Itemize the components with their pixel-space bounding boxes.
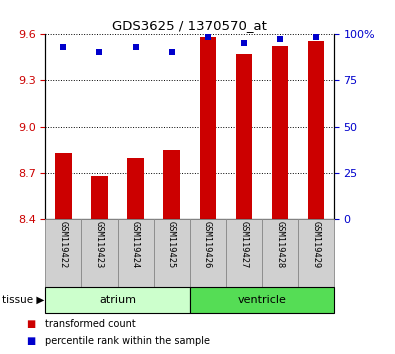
Bar xyxy=(308,41,324,219)
Point xyxy=(132,44,139,50)
Bar xyxy=(226,219,261,287)
Bar xyxy=(91,176,107,219)
Point xyxy=(96,49,103,55)
Bar xyxy=(118,219,154,287)
Bar xyxy=(199,37,216,219)
Point xyxy=(205,34,211,40)
Bar xyxy=(81,219,118,287)
Text: GSM119428: GSM119428 xyxy=(275,222,284,269)
Text: ventricle: ventricle xyxy=(237,295,286,305)
Bar xyxy=(55,153,71,219)
Text: ■: ■ xyxy=(26,336,35,346)
Bar xyxy=(190,287,334,313)
Bar xyxy=(164,150,180,219)
Text: atrium: atrium xyxy=(99,295,136,305)
Bar xyxy=(45,287,190,313)
Bar xyxy=(128,158,144,219)
Bar xyxy=(235,54,252,219)
Text: percentile rank within the sample: percentile rank within the sample xyxy=(45,336,211,346)
Text: GSM119423: GSM119423 xyxy=(95,222,104,269)
Point xyxy=(312,34,319,40)
Text: GSM119422: GSM119422 xyxy=(59,222,68,269)
Point xyxy=(276,36,283,42)
Bar xyxy=(154,219,190,287)
Bar xyxy=(298,219,334,287)
Text: GSM119426: GSM119426 xyxy=(203,222,212,269)
Point xyxy=(241,40,247,46)
Point xyxy=(60,44,67,50)
Bar xyxy=(45,219,81,287)
Text: ■: ■ xyxy=(26,319,35,329)
Bar xyxy=(272,46,288,219)
Text: tissue ▶: tissue ▶ xyxy=(2,295,44,305)
Text: GSM119424: GSM119424 xyxy=(131,222,140,269)
Bar xyxy=(261,219,298,287)
Point xyxy=(168,49,175,55)
Bar xyxy=(190,219,226,287)
Text: transformed count: transformed count xyxy=(45,319,136,329)
Text: GSM119429: GSM119429 xyxy=(311,222,320,269)
Text: GSM119425: GSM119425 xyxy=(167,222,176,269)
Text: GSM119427: GSM119427 xyxy=(239,222,248,269)
Title: GDS3625 / 1370570_at: GDS3625 / 1370570_at xyxy=(112,19,267,33)
